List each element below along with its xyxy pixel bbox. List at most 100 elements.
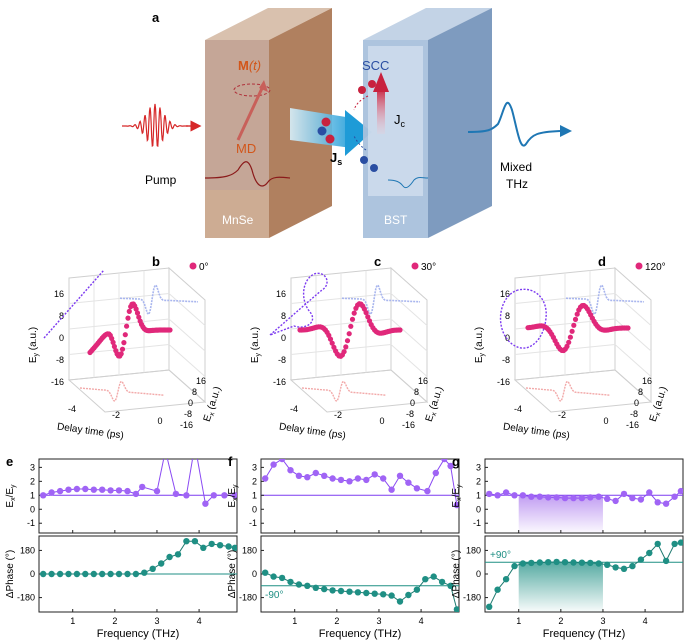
phase-point (200, 544, 207, 551)
ratio-line (264, 459, 458, 506)
ratio-point (172, 490, 180, 498)
phase-point (183, 538, 190, 545)
legend-marker (635, 262, 643, 270)
scc-electrons (353, 80, 378, 172)
grid-line (390, 318, 428, 352)
ratio-point (604, 495, 611, 502)
x-tick-label: -4 (290, 404, 298, 414)
ratio-shaded-range (518, 495, 603, 533)
ratio-point (405, 479, 412, 486)
y-tick-label: -16 (497, 377, 510, 387)
ratio-point (321, 472, 328, 479)
ratio-point (561, 494, 569, 502)
trajectory-point (567, 334, 574, 340)
phase-point (304, 582, 311, 589)
z-tick-label: -8 (406, 409, 414, 419)
phase-axis-label: ΔPhase (°) (451, 550, 462, 598)
ratio-point (65, 486, 72, 493)
ratio-tick-label: 2 (30, 476, 35, 486)
ratio-tick-label: -1 (249, 518, 257, 528)
ratio-point (202, 500, 209, 507)
ratio-point (662, 500, 670, 507)
ratio-point (494, 492, 501, 499)
y-tick-label: 16 (54, 289, 64, 299)
y-tick-label: 16 (500, 289, 510, 299)
ratio-point (99, 486, 106, 493)
trajectory-point (569, 328, 575, 334)
phase-point (511, 562, 518, 570)
ratio-point (578, 494, 586, 502)
phase-point (371, 590, 378, 597)
phase-point (158, 560, 165, 567)
trajectory-point (344, 338, 351, 344)
ex-ey-polarization-projection (43, 269, 105, 339)
x-tick-label: -2 (334, 410, 342, 420)
freq-axis-label: Frequency (THz) (97, 628, 180, 640)
trajectory-point (110, 339, 116, 345)
ratio-point (124, 487, 131, 495)
phase-point (270, 573, 277, 580)
grid-line (68, 344, 170, 355)
ratio-tick-label: 3 (252, 462, 257, 472)
phase-point (262, 569, 269, 576)
trajectory-point (118, 351, 124, 357)
magnetization-arrowhead (259, 80, 268, 92)
y-tick-label: -8 (278, 355, 286, 365)
phase-point (346, 588, 353, 595)
z-tick-label: 8 (638, 387, 643, 397)
mixed-label-2: THz (506, 177, 528, 191)
phase-point (570, 559, 577, 566)
floor (289, 369, 429, 413)
ratio-point (528, 493, 535, 500)
ratio-point (388, 486, 395, 493)
y-tick-label: 0 (281, 333, 286, 343)
z-tick-label: -16 (626, 420, 639, 430)
freq-tick-label: 2 (112, 616, 117, 626)
phase-point (337, 587, 345, 595)
ey-projection (119, 284, 199, 316)
ratio-point (553, 494, 560, 501)
freq-tick-label: 1 (70, 616, 75, 626)
phase-point (149, 565, 156, 572)
grid-line (168, 293, 206, 326)
ratio-point (424, 487, 431, 495)
ratio-point (304, 474, 311, 481)
trajectory-point (133, 306, 139, 312)
phase-point (132, 570, 140, 578)
phase-point (595, 560, 602, 567)
pump-label: Pump (145, 173, 177, 187)
phase-point (82, 570, 89, 578)
phase-point (612, 564, 619, 571)
ratio-point (570, 494, 577, 502)
thz-arrowhead (560, 125, 572, 137)
ex-ey-polarization-projection (499, 288, 547, 349)
ratio-point (354, 475, 362, 482)
freq-tick-label: 4 (419, 616, 424, 626)
phase-axis-label: ΔPhase (°) (5, 550, 16, 598)
trajectory-point (167, 327, 173, 333)
phase-point (620, 565, 628, 572)
z-tick-label: -8 (630, 409, 638, 419)
ratio-tick-label: 1 (252, 490, 257, 500)
ratio-point (629, 494, 636, 502)
spectra-panels: e 3 2 1 0 -1 180 0 -180 1 2 3 4 Ex/Ey ΔPhase (°) Freque… (5, 454, 684, 640)
ratio-point (329, 475, 336, 482)
y-tick-label: -16 (51, 377, 64, 387)
ratio-point (82, 485, 89, 493)
mnse-label: MnSe (222, 213, 254, 227)
trajectory-point (119, 346, 126, 352)
phase-series (486, 539, 683, 610)
panel-label-d: d (598, 254, 606, 269)
phase-point (216, 542, 224, 549)
ratio-point (595, 493, 602, 500)
trajectory-point (625, 325, 631, 331)
legend-marker (411, 262, 419, 270)
ratio-tick-label: -1 (27, 518, 35, 528)
y-axis-label: Ey (a.u.) (28, 327, 40, 363)
y-axis-label: Ey (a.u.) (474, 327, 486, 363)
ratio-point (677, 487, 683, 495)
ratio-point (511, 492, 518, 499)
